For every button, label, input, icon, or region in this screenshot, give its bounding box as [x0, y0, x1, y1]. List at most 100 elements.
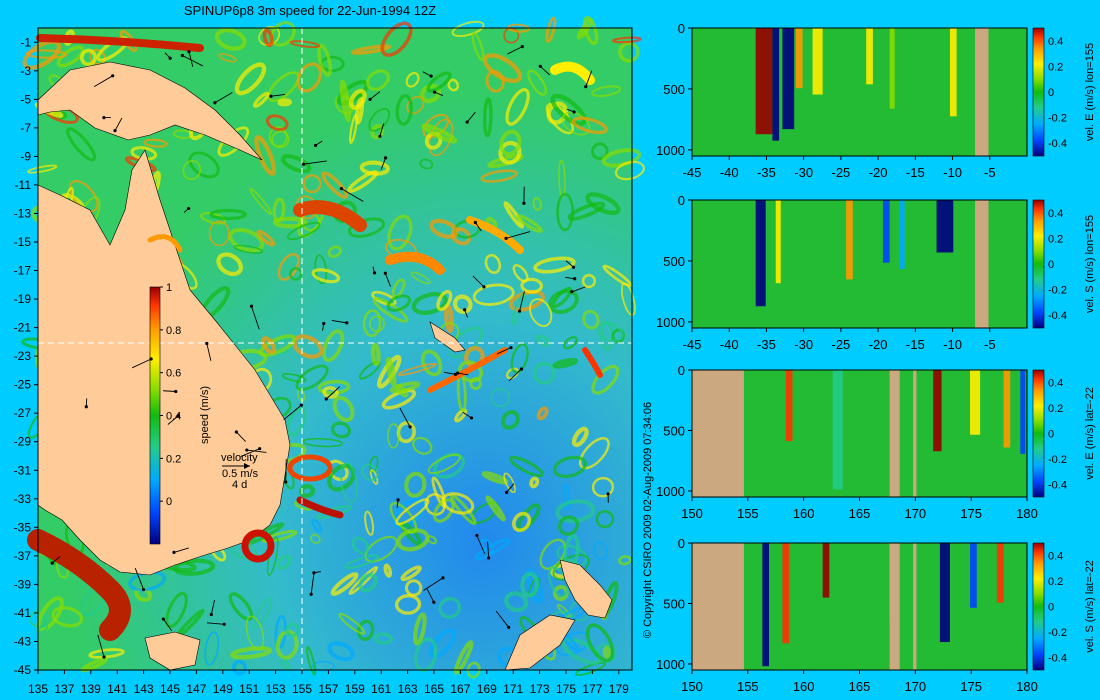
velocity-arrowhead [572, 110, 576, 114]
section-land-mask [692, 543, 744, 670]
map-panel: 135 137 139 141 143 145 147 149 151 153 155 157 159 1… [14, 15, 645, 696]
velocity-arrow [585, 70, 593, 87]
velocity-arrowhead [299, 403, 303, 407]
section-frame [691, 199, 1028, 329]
velocity-arrowhead [571, 265, 576, 269]
velocity-arrow [51, 556, 61, 564]
land-australia [37, 149, 291, 576]
section-x-tick-label: -15 [906, 165, 925, 180]
velocity-arrow [476, 535, 486, 554]
velocity-arrowhead [324, 397, 328, 401]
velocity-arrow [162, 618, 173, 632]
section-band [846, 200, 853, 280]
velocity-key-arrowhead [244, 463, 250, 469]
velocity-arrow [331, 319, 347, 324]
section-colorbar-tick-label: 0.2 [1048, 61, 1063, 73]
map-y-tick-label: -17 [14, 264, 32, 278]
section-colorbar-tick-label: -0.4 [1048, 652, 1067, 664]
section-x-tick-label: -25 [831, 337, 850, 352]
velocity-arrowhead [584, 85, 588, 89]
velocity-arrowhead [396, 498, 400, 502]
speed-colorbar-tick-label: 1 [166, 282, 172, 294]
velocity-arrowhead [209, 612, 213, 617]
velocity-arrow [251, 306, 260, 330]
section-band [933, 370, 942, 452]
section-x-tick-label: -15 [906, 337, 925, 352]
section-colorbar-tick-label: -0.2 [1048, 627, 1067, 639]
warm-core-eddy [241, 529, 275, 563]
land-new-guinea [37, 61, 263, 161]
map-y-tick-label: -33 [14, 492, 32, 506]
section-panel-3: 150 155 160 165 170 175 180 0 500 1000 0.4 0.2 0 -0.2… [656, 363, 1096, 521]
section-y-tick-label: 0 [678, 536, 685, 551]
velocity-arrowhead [432, 90, 437, 94]
velocity-arrow [466, 111, 476, 123]
velocity-arrow [182, 55, 204, 67]
section-colorbar-tick-label: -0.2 [1048, 454, 1067, 466]
velocity-arrow [206, 622, 225, 625]
velocity-arrow [173, 547, 189, 553]
velocity-arrow [285, 459, 287, 482]
map-x-tick-label: 165 [424, 682, 444, 696]
section-band [899, 200, 905, 270]
map-x-tick-label: 175 [556, 682, 576, 696]
velocity-key-speed: 0.5 m/s [222, 468, 259, 480]
figure-title: SPINUP6p8 3m speed for 22-Jun-1994 12Z [184, 3, 436, 18]
velocity-arrowhead [408, 425, 412, 429]
velocity-arrow [571, 286, 586, 293]
map-x-tick-label: 177 [582, 682, 602, 696]
map-x-tick-label: 173 [530, 682, 550, 696]
section-band [755, 200, 766, 307]
velocity-arrowhead [372, 271, 377, 275]
velocity-arrowhead [519, 367, 524, 371]
velocity-arrowhead [284, 480, 288, 484]
velocity-arrowhead [84, 405, 88, 409]
map-frame [37, 27, 633, 671]
velocity-arrowhead [149, 357, 153, 361]
map-x-tick-label: 163 [398, 682, 418, 696]
map-y-tick-label: -11 [15, 178, 32, 192]
velocity-arrowhead [234, 430, 238, 434]
map-y-tick-label: -41 [14, 606, 32, 620]
section-colorbar-tick-label: -0.4 [1048, 138, 1067, 150]
section-colorbar-tick-label: 0.4 [1048, 208, 1063, 220]
map-x-tick-label: 167 [450, 682, 470, 696]
map-x-tick-label: 137 [54, 682, 74, 696]
map-y-tick-label: -45 [14, 663, 32, 677]
velocity-arrow [114, 117, 123, 131]
section-x-tick-label: -45 [683, 337, 702, 352]
section-colorbar [1032, 542, 1045, 671]
section-band [812, 28, 823, 95]
velocity-arrow [303, 160, 327, 165]
section-x-tick-label: 165 [849, 506, 871, 521]
velocity-arrow [496, 347, 512, 355]
section-panel-4: 150 155 160 165 170 175 180 0 500 1000 0.4 0.2 0 -0.2… [656, 536, 1096, 694]
section-x-tick-label: 155 [737, 679, 759, 694]
velocity-arrow [214, 92, 233, 104]
velocity-arrow [565, 260, 574, 268]
velocity-arrowhead [245, 448, 249, 452]
velocity-arrow [472, 275, 485, 288]
section-frame [691, 27, 1028, 157]
map-x-tick-label: 153 [266, 682, 286, 696]
velocity-arrow [508, 368, 522, 382]
velocity-arrow [379, 123, 385, 137]
section-land-mask [975, 28, 989, 156]
map-y-tick-label: -7 [20, 121, 31, 135]
map-y-tick-label: -31 [14, 463, 32, 477]
section-colorbar-tick-label: -0.2 [1048, 285, 1067, 297]
section-x-tick-label: 175 [960, 506, 982, 521]
velocity-arrowhead [517, 309, 522, 313]
velocity-arrowhead [509, 345, 513, 350]
map-x-tick-label: 179 [609, 682, 629, 696]
velocity-arrowhead [507, 625, 511, 629]
map-x-tick-label: 161 [371, 682, 391, 696]
section-colorbar-tick-label: 0.2 [1048, 403, 1063, 415]
velocity-arrow [487, 541, 490, 558]
velocity-arrowhead [482, 285, 486, 289]
velocity-arrowhead [487, 556, 491, 560]
map-y-tick-label: -35 [14, 520, 32, 534]
map-x-tick-label: 155 [292, 682, 312, 696]
section-x-tick-label: -10 [943, 165, 962, 180]
